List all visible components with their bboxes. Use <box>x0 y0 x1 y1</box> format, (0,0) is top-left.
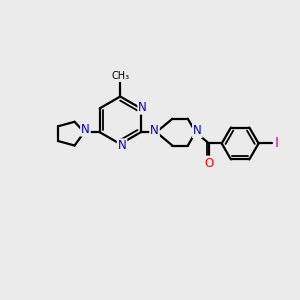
Text: N: N <box>118 139 126 152</box>
Text: N: N <box>193 124 202 137</box>
Text: N: N <box>150 124 159 137</box>
Text: CH₃: CH₃ <box>111 71 129 81</box>
Text: I: I <box>275 136 279 151</box>
Text: N: N <box>81 123 90 136</box>
Text: O: O <box>204 157 214 169</box>
Text: N: N <box>138 101 147 114</box>
